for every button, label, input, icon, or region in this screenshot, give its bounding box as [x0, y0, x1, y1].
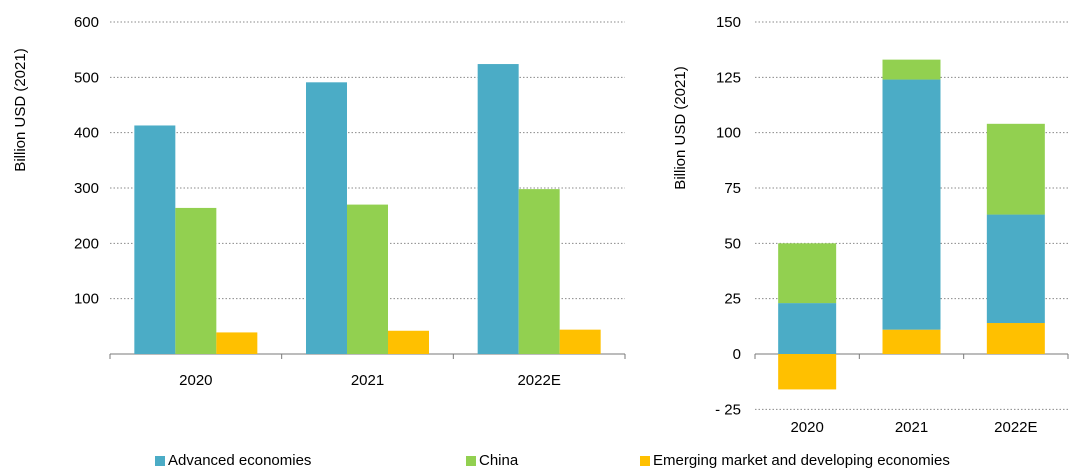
- right-x-tick-label: 2020: [790, 419, 823, 436]
- right-x-tick-label: 2021: [895, 419, 928, 436]
- left-chart: 100 200 300 400 500 600 2020 2021 2022E Billion U…: [12, 14, 626, 389]
- legend-swatch-emerging-market: [640, 455, 650, 466]
- legend-item-advanced-economies: Advanced economies: [155, 452, 311, 469]
- left-bar-china-2021: [347, 204, 388, 354]
- right-bar-emerging-market-and-developing-economies-2022e: [986, 323, 1045, 354]
- left-y-tick-label: 300: [74, 180, 99, 197]
- left-bar-emerging-market-and-developing-economies-2021: [388, 330, 429, 354]
- left-y-tick-label: 500: [74, 69, 99, 86]
- right-y-tick-label: 125: [716, 69, 741, 86]
- legend-swatch-china: [466, 455, 476, 466]
- left-y-axis-label: Billion USD (2021): [12, 48, 29, 171]
- right-chart: - 25 0 25 50 75 100 125 150 2020 2021 2022E Billion…: [672, 14, 1069, 436]
- legend-swatch-advanced-economies: [155, 455, 165, 466]
- left-x-tick-label: 2022E: [517, 372, 560, 389]
- legend: Advanced economies China Emerging market…: [0, 452, 1086, 470]
- right-y-tick-label: 25: [724, 291, 741, 308]
- left-bar-emerging-market-and-developing-economies-2022e: [559, 329, 601, 354]
- right-bar-emerging-market-and-developing-economies-2021: [882, 329, 941, 354]
- left-x-tick-label: 2020: [179, 372, 212, 389]
- right-bar-emerging-market-and-developing-economies-2020: [778, 354, 837, 390]
- right-y-axis-label: Billion USD (2021): [672, 66, 689, 189]
- right-y-tick-label: 0: [733, 346, 741, 363]
- left-bar-china-2020: [175, 207, 217, 354]
- right-y-tick-label: 100: [716, 125, 741, 142]
- right-y-tick-label: - 25: [715, 401, 741, 418]
- left-y-tick-label: 600: [74, 14, 99, 31]
- left-bar-advanced-economies-2021: [306, 82, 347, 355]
- right-x-tick-label: 2022E: [994, 419, 1037, 436]
- left-bar-emerging-market-and-developing-economies-2020: [216, 332, 258, 354]
- left-bar-advanced-economies-2022e: [477, 64, 519, 354]
- legend-label-advanced-economies: Advanced economies: [168, 452, 312, 469]
- right-bar-advanced-economies-2020: [778, 303, 837, 354]
- legend-label-china: China: [479, 452, 519, 469]
- right-bar-china-2020: [778, 243, 837, 304]
- left-y-tick-label: 400: [74, 125, 99, 142]
- left-x-tick-label: 2021: [351, 372, 384, 389]
- left-bar-advanced-economies-2020: [134, 125, 176, 355]
- right-y-tick-label: 75: [724, 180, 741, 197]
- right-bar-china-2022e: [986, 123, 1045, 215]
- right-bar-china-2021: [882, 59, 941, 80]
- legend-label-emerging-market: Emerging market and developing economies: [653, 452, 950, 469]
- legend-item-china: China: [466, 452, 518, 469]
- left-y-tick-label: 200: [74, 235, 99, 252]
- legend-item-emerging-market: Emerging market and developing economies: [640, 452, 950, 469]
- right-y-tick-label: 50: [724, 235, 741, 252]
- right-bar-advanced-economies-2021: [882, 79, 941, 330]
- left-bar-china-2022e: [518, 189, 560, 354]
- left-y-tick-label: 100: [74, 291, 99, 308]
- right-bar-advanced-economies-2022e: [986, 214, 1045, 324]
- right-y-tick-label: 150: [716, 14, 741, 31]
